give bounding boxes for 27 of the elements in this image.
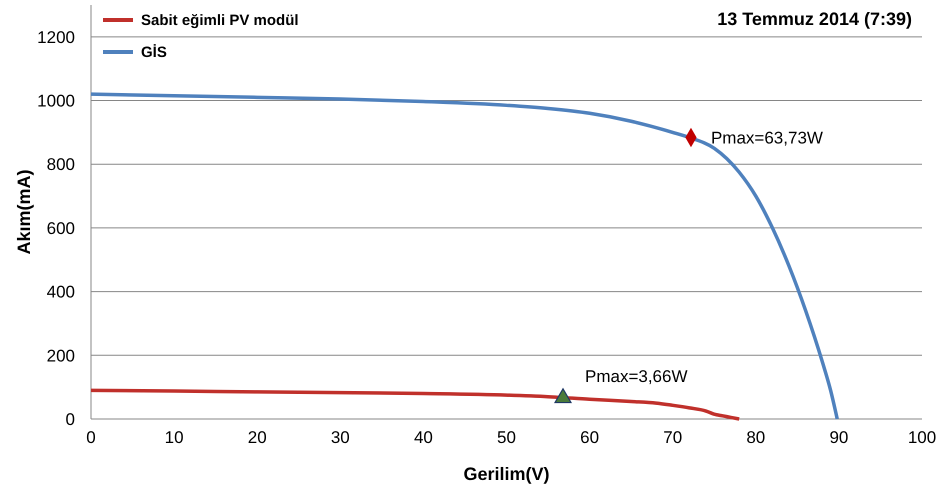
annotation: Pmax=3,66W <box>585 366 688 386</box>
line-series <box>89 388 741 421</box>
x-axis-title: Gerilim(V) <box>463 464 550 484</box>
legend-label: GİS <box>141 44 167 61</box>
y-tick-label: 1200 <box>37 28 75 47</box>
y-tick-label: 0 <box>66 410 75 429</box>
chart-title: 13 Temmuz 2014 (7:39) <box>717 9 912 29</box>
y-tick-label: 800 <box>46 155 75 174</box>
y-tick-label: 600 <box>46 218 75 238</box>
x-tick-label: 0 <box>86 428 96 447</box>
x-tick-label: 50 <box>497 428 516 447</box>
y-tick-label: 1000 <box>37 92 75 111</box>
x-tick-label: 10 <box>164 428 184 447</box>
x-tick-label: 30 <box>330 428 350 447</box>
legend-label: Sabit eğimli PV modül <box>141 12 299 29</box>
x-tick-label: 90 <box>829 428 848 447</box>
x-tick-label: 80 <box>746 428 766 447</box>
x-tick-label: 60 <box>580 428 600 447</box>
x-tick-label: 20 <box>248 428 267 447</box>
y-axis-title: Akım(mA) <box>14 169 34 255</box>
x-tick-label: 70 <box>663 428 682 447</box>
x-tick-label: 100 <box>908 428 936 447</box>
annotation: Pmax=63,73W <box>710 128 823 148</box>
y-tick-label: 200 <box>46 346 75 366</box>
x-tick-label: 40 <box>414 428 433 447</box>
line-series <box>89 92 839 421</box>
y-tick-label: 400 <box>46 282 75 302</box>
